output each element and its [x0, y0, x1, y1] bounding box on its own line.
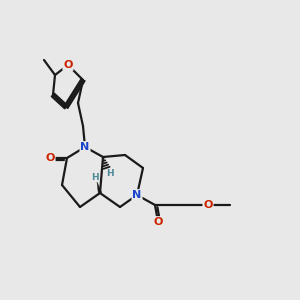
Text: O: O	[63, 60, 73, 70]
Polygon shape	[97, 182, 102, 194]
Text: H: H	[106, 169, 114, 178]
Text: O: O	[203, 200, 213, 210]
Text: N: N	[80, 142, 90, 152]
Text: H: H	[91, 173, 99, 182]
Text: O: O	[45, 153, 55, 163]
Text: O: O	[153, 217, 163, 227]
Text: N: N	[132, 190, 142, 200]
